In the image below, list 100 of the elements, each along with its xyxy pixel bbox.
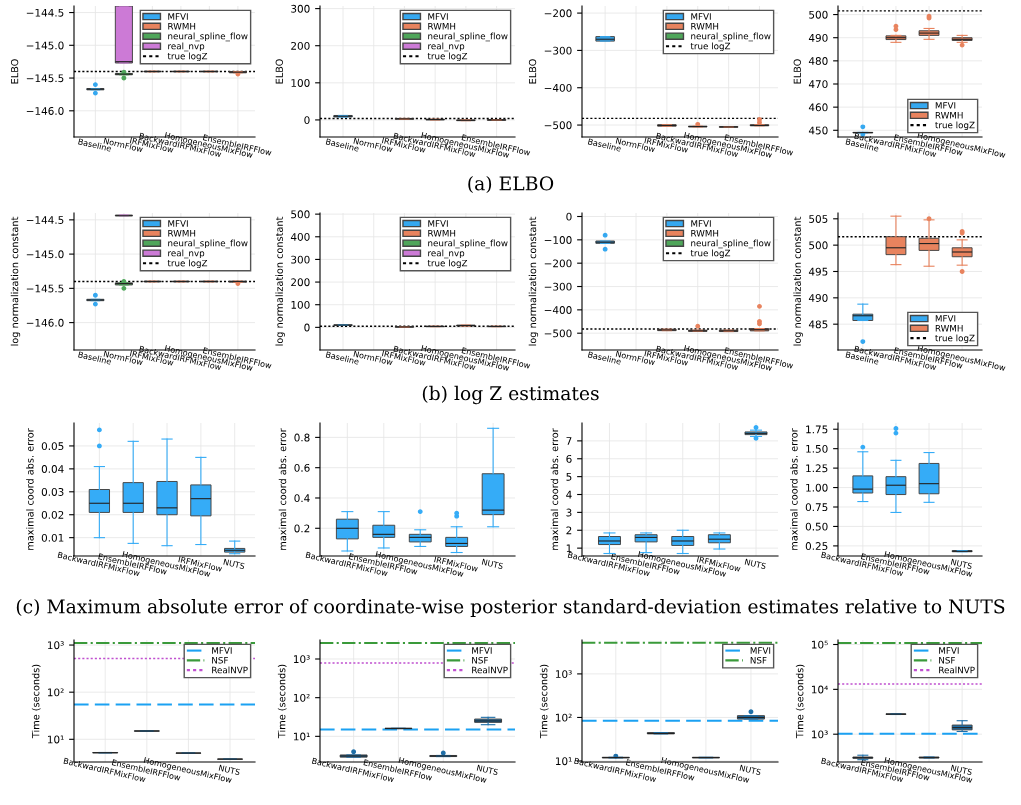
legend-label: RWMH <box>168 23 196 30</box>
legend-label: true logZ <box>935 334 975 343</box>
legend-label: real_nvp <box>428 42 465 52</box>
y-tick-label: 10¹ <box>293 732 310 741</box>
legend-label: neural_spline_flow <box>691 239 771 249</box>
y-tick-label: 200 <box>291 278 310 287</box>
y-tick-label: 10³ <box>47 641 64 650</box>
legend-label: neural_spline_flow <box>428 32 508 42</box>
y-axis-title: Time (seconds) <box>539 664 549 739</box>
y-tick-label: 500 <box>809 241 828 250</box>
y-tick-label: 1.25 <box>806 464 828 473</box>
y-tick-label: 0.03 <box>41 488 64 496</box>
y-tick-label: 0.04 <box>41 465 64 473</box>
y-tick-label: 490 <box>808 33 828 42</box>
y-tick-label: 0.05 <box>41 442 64 451</box>
legend-label: NSF <box>750 656 767 664</box>
text: (b) log Z estimates <box>422 385 599 405</box>
legend-label: MFVI <box>939 647 959 654</box>
y-tick-label: 500 <box>809 10 828 19</box>
y-tick-label: 2 <box>566 526 572 535</box>
y-tick-label: 460 <box>808 103 828 112</box>
legend-label: MFVI <box>428 220 448 227</box>
y-axis-title: ELBO <box>275 59 283 84</box>
legend-label: MFVI <box>691 220 711 227</box>
legend-label: NSF <box>212 656 228 664</box>
legend-label: RWMH <box>935 112 963 119</box>
y-tick-label: 300 <box>291 255 310 264</box>
y-tick-label: 0.4 <box>294 494 310 503</box>
legend-label: RealNVP <box>939 666 975 674</box>
legend-label: true logZ <box>690 249 731 259</box>
y-tick-label: 0 <box>566 212 572 221</box>
y-tick-label: −300 <box>544 282 572 291</box>
legend-label: MFVI <box>168 13 188 20</box>
y-tick-label: 0.25 <box>805 542 828 550</box>
y-tick-label: 470 <box>808 80 828 89</box>
y-tick-label: 450 <box>808 126 828 135</box>
text: (c) Maximum absolute error of coordinate-wise posterior standard-deviation estimates relative to NUTS <box>16 598 1005 618</box>
y-tick-label: 5 <box>566 472 572 481</box>
y-tick-label: 10⁵ <box>811 640 828 649</box>
y-tick-label: −200 <box>544 9 572 18</box>
y-tick-label: 0.6 <box>294 463 310 472</box>
legend-label: RWMH <box>935 325 963 332</box>
y-tick-label: 10² <box>47 688 64 697</box>
legend-label: RealNVP <box>212 666 248 674</box>
y-axis-title: ELBO <box>10 59 19 84</box>
legend-label: MFVI <box>750 647 771 654</box>
y-tick-label: 1.75 <box>806 425 828 434</box>
legend-label: neural_spline_flow <box>691 32 771 42</box>
y-axis-title: Time (seconds) <box>795 664 805 739</box>
y-tick-label: 505 <box>809 215 828 223</box>
y-tick-label: −145.0 <box>26 250 64 259</box>
y-tick-label: 500 <box>291 210 310 219</box>
y-tick-label: 10³ <box>811 730 828 739</box>
y-axis-title: log normalization constant <box>528 216 539 346</box>
y-tick-label: 0 <box>304 116 310 125</box>
y-tick-label: 495 <box>808 267 828 276</box>
legend-label: NSF <box>472 656 488 664</box>
legend-label: MFVI <box>935 315 956 322</box>
y-axis-title: ELBO <box>793 59 801 84</box>
y-tick-label: 10² <box>293 693 310 702</box>
legend-label: neural_spline_flow <box>168 32 248 42</box>
y-tick-label: 4 <box>566 490 572 499</box>
y-tick-label: 0.75 <box>805 503 828 512</box>
y-tick-label: 3 <box>566 508 572 517</box>
y-tick-label: 10¹ <box>47 735 64 744</box>
legend-label: MFVI <box>472 647 492 654</box>
y-axis-title: maximal coord abs. error <box>790 428 798 550</box>
legend-label: true logZ <box>935 121 975 130</box>
y-tick-label: 200 <box>291 41 310 50</box>
y-tick-label: −145.5 <box>26 284 64 293</box>
legend-label: RWMH <box>691 23 719 30</box>
legend-label: neural_spline_flow <box>168 239 248 249</box>
legend-label: true logZ <box>427 52 468 62</box>
y-tick-label: 0.02 <box>41 510 64 519</box>
legend-label: RWMH <box>168 230 196 237</box>
legend-label: MFVI <box>212 647 232 654</box>
y-axis-title: ELBO <box>528 59 537 84</box>
y-tick-label: −500 <box>544 121 572 130</box>
y-axis-title: Time (seconds) <box>31 664 41 739</box>
y-tick-label: 1.50 <box>806 444 828 453</box>
y-tick-label: 100 <box>291 79 310 87</box>
y-axis-title: log normalization constant <box>10 216 21 346</box>
y-tick-label: 480 <box>808 57 828 65</box>
x-tick-label: NUTS <box>744 558 767 570</box>
y-tick-label: −500 <box>544 329 572 338</box>
legend-label: true logZ <box>690 42 731 52</box>
legend-label: real_nvp <box>168 249 205 259</box>
y-tick-label: 490 <box>808 294 828 302</box>
y-tick-label: 10⁴ <box>811 685 828 694</box>
y-tick-label: 485 <box>808 320 828 329</box>
y-tick-label: 10³ <box>293 655 310 664</box>
y-tick-label: 6 <box>566 454 572 463</box>
y-tick-label: −145.0 <box>26 41 64 50</box>
legend-label: true logZ <box>167 52 208 62</box>
y-tick-label: −300 <box>544 46 572 55</box>
x-tick-label: NUTS <box>481 558 504 570</box>
y-tick-label: 1.00 <box>806 483 828 492</box>
legend-label: RWMH <box>428 230 456 237</box>
y-tick-label: −200 <box>544 259 572 268</box>
legend-label: RWMH <box>691 230 719 237</box>
